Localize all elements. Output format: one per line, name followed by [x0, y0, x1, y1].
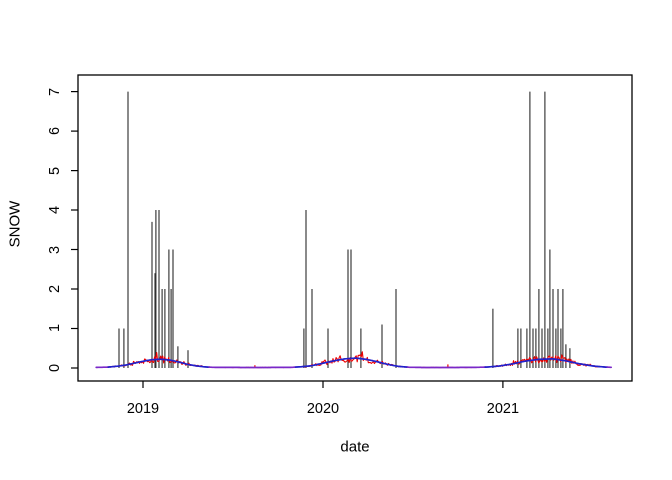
y-tick-label-3: 3	[47, 245, 63, 254]
y-tick-label-0: 0	[47, 363, 63, 373]
x-tick-label-2019: 2019	[126, 401, 160, 417]
y-tick-label-7: 7	[47, 87, 63, 96]
y-tick-label-5: 5	[47, 166, 63, 175]
y-axis-title: SNOW	[6, 200, 24, 248]
y-tick-label-6: 6	[47, 127, 63, 136]
x-tick-label-2020: 2020	[306, 401, 340, 417]
y-tick-label-2: 2	[47, 284, 63, 294]
y-tick-label-1: 1	[47, 324, 63, 333]
x-axis-title: date	[340, 438, 370, 456]
y-tick-label-4: 4	[47, 205, 63, 215]
x-tick-label-2021: 2021	[486, 401, 520, 417]
